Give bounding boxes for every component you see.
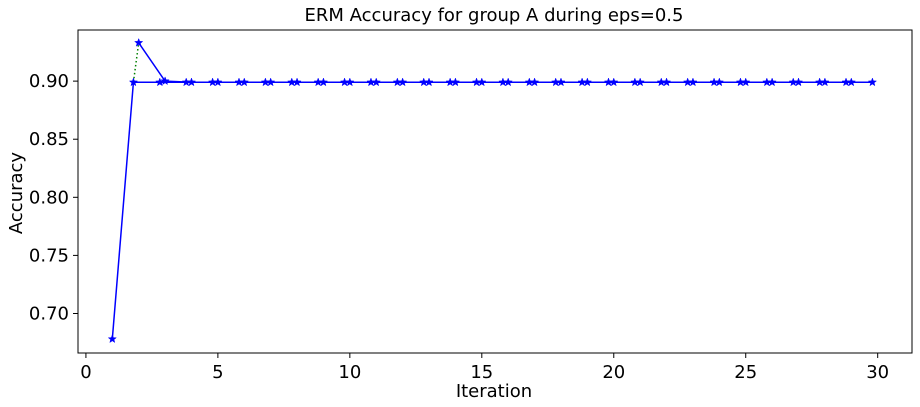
x-axis-ticks: 0 5 10 15 20 25 30: [80, 353, 889, 383]
data-point: [867, 77, 878, 87]
data-point: [213, 77, 223, 87]
data-point: [477, 77, 487, 87]
data-point: [128, 77, 139, 87]
y-tick-label: 0.85: [29, 129, 69, 150]
data-point: [318, 77, 329, 87]
data-point: [609, 77, 619, 87]
x-tick-label: 10: [338, 362, 361, 383]
data-point: [292, 77, 302, 87]
data-point: [450, 77, 461, 87]
data-point: [635, 77, 645, 87]
y-axis-label: Accuracy: [6, 152, 27, 235]
series-line-0: [111, 81, 873, 340]
y-tick-label: 0.90: [29, 71, 69, 92]
data-point: [424, 77, 434, 87]
data-point: [529, 77, 540, 87]
data-point: [265, 77, 276, 87]
y-tick-label: 0.70: [29, 303, 69, 324]
data-point: [397, 77, 408, 87]
data-point: [345, 77, 355, 87]
data-point: [767, 77, 777, 87]
data-point: [371, 77, 381, 87]
x-tick-label: 20: [602, 362, 625, 383]
y-axis-ticks: 0.70 0.75 0.80 0.85 0.90: [29, 71, 78, 324]
data-point: [239, 77, 249, 87]
series-line-1: [138, 42, 852, 84]
data-point: [107, 334, 117, 344]
x-tick-label: 5: [212, 362, 223, 383]
data-point: [503, 77, 513, 87]
x-tick-label: 25: [734, 362, 757, 383]
chart-title: ERM Accuracy for group A during eps=0.5: [305, 5, 684, 26]
data-point: [134, 37, 144, 47]
data-point: [714, 77, 725, 87]
data-point: [741, 77, 751, 87]
data-point: [688, 77, 698, 87]
data-point: [661, 77, 672, 87]
plot-frame: [77, 29, 913, 354]
x-tick-label: 15: [470, 362, 493, 383]
data-point: [793, 77, 804, 87]
data-point: [582, 77, 593, 87]
y-tick-label: 0.80: [29, 187, 69, 208]
y-tick-label: 0.75: [29, 245, 69, 266]
series-line-2: [132, 42, 140, 83]
x-tick-label: 30: [866, 362, 889, 383]
data-point: [160, 76, 170, 86]
data-point: [846, 77, 856, 87]
x-axis-label: Iteration: [456, 381, 532, 402]
data-point: [820, 77, 830, 87]
data-point: [556, 77, 566, 87]
x-tick-label: 0: [80, 362, 91, 383]
data-point: [186, 77, 197, 87]
plot-area: [77, 29, 913, 354]
